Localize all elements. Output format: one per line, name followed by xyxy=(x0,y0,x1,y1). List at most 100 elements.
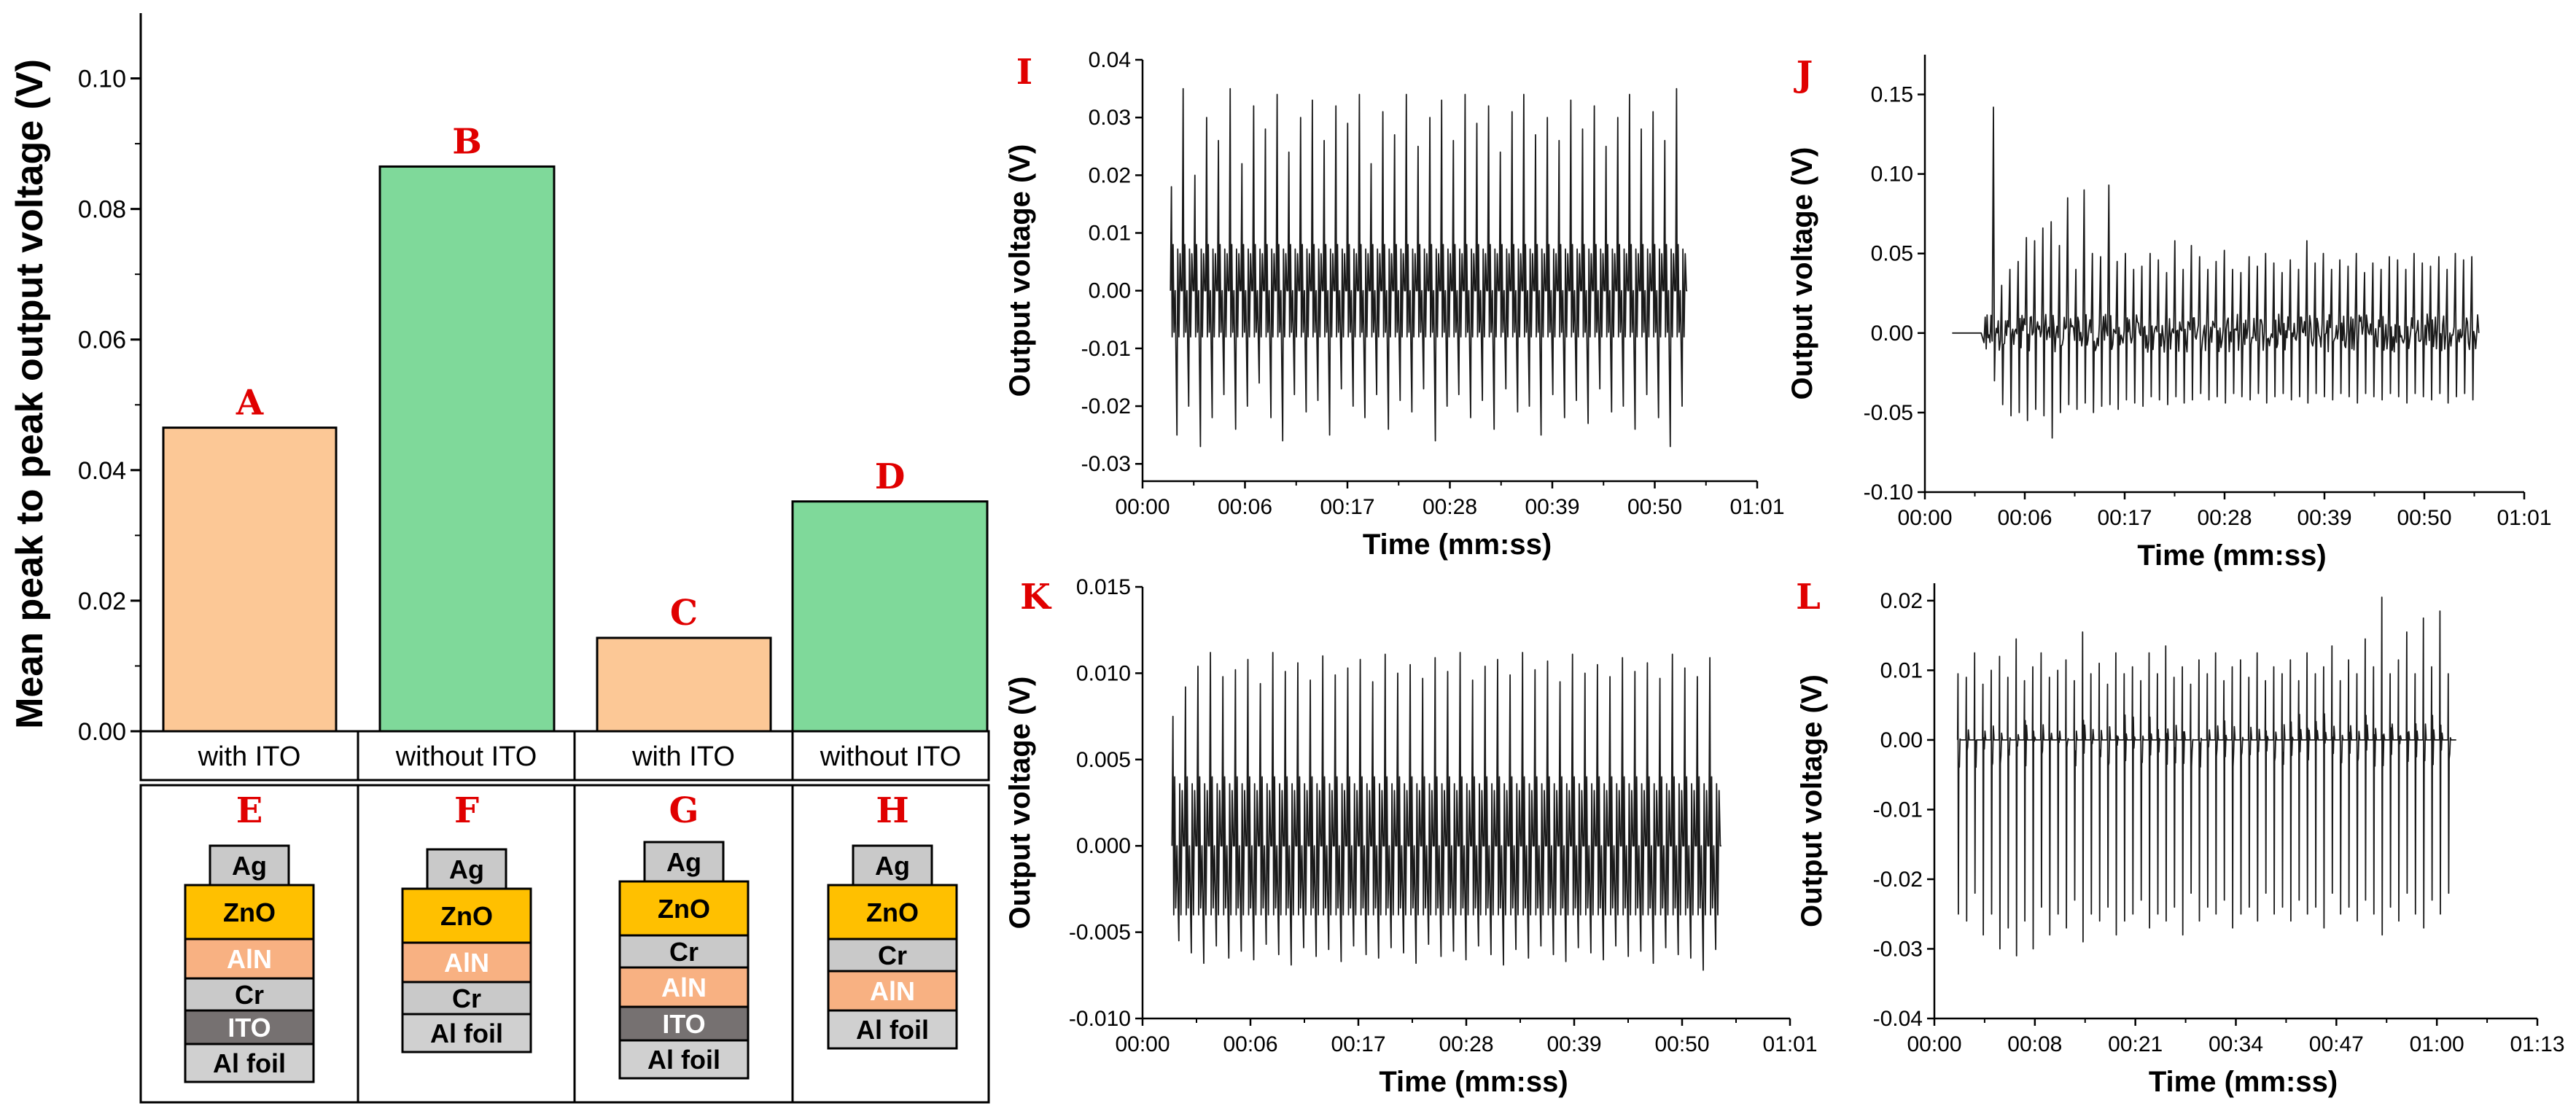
x-tick-label: 00:34 xyxy=(2209,1032,2263,1056)
x-tick-label: 00:39 xyxy=(1525,495,1579,519)
category-label: with ITO xyxy=(198,741,301,772)
bar-letter-c: C xyxy=(670,593,698,634)
y-tick-label: 0.000 xyxy=(1076,834,1131,858)
layer-label: Al foil xyxy=(213,1048,286,1078)
y-axis-label: Output voltage (V) xyxy=(1004,677,1036,930)
bar-y-tick-label: 0.10 xyxy=(78,66,126,93)
stack-letter-f: F xyxy=(454,790,479,831)
bar-y-tick-label: 0.08 xyxy=(78,196,126,224)
layer-zno xyxy=(184,884,315,940)
layer-label: Al foil xyxy=(647,1045,720,1075)
layer-zno xyxy=(401,887,532,944)
waveform-panel-k: -0.010 -0.005 0.000 0.005 0.010 0.015 00:00 00:… xyxy=(1004,575,1818,1098)
y-tick-label: 0.00 xyxy=(1089,279,1131,303)
x-tick-label: 00:06 xyxy=(1218,495,1272,519)
x-tick-label: 00:06 xyxy=(1997,506,2052,530)
layer-label: ZnO xyxy=(866,897,919,927)
layer-cr xyxy=(827,938,958,973)
layer-label: Ag xyxy=(666,847,701,877)
x-tick-label: 00:39 xyxy=(1546,1032,1601,1056)
y-tick-label: -0.03 xyxy=(1873,937,1923,961)
x-tick-label: 00:50 xyxy=(1654,1032,1709,1056)
waveform-panel-l: -0.04 -0.03 -0.02 -0.01 0.00 0.01 0.02 00:00 00:… xyxy=(1796,577,2565,1098)
layer-aln xyxy=(618,966,750,1008)
x-tick-label: 01:13 xyxy=(2510,1032,2564,1056)
waveform-panel-i: -0.03 -0.02 -0.01 0.00 0.01 0.02 0.03 0.04 00:00… xyxy=(1004,48,1785,561)
y-tick-label: 0.15 xyxy=(1871,83,1913,107)
layer-label: AlN xyxy=(870,976,915,1006)
category-label: without ITO xyxy=(395,741,537,772)
x-tick-label: 00:50 xyxy=(2397,506,2451,530)
layer-label: ZnO xyxy=(658,894,710,924)
x-tick-label: 01:00 xyxy=(2410,1032,2464,1056)
x-tick-label: 00:17 xyxy=(2097,506,2152,530)
bar-y-tick-label: 0.02 xyxy=(78,588,126,615)
x-tick-label: 01:01 xyxy=(2497,506,2551,530)
x-tick-label: 00:00 xyxy=(1115,495,1170,519)
y-tick-label: 0.10 xyxy=(1871,163,1913,187)
x-tick-label: 00:17 xyxy=(1320,495,1374,519)
y-tick-label: 0.010 xyxy=(1076,661,1131,685)
y-axis-label: Output voltage (V) xyxy=(1796,674,1828,927)
panel-letter-j: J xyxy=(1794,54,1813,95)
x-tick-label: 01:01 xyxy=(1762,1032,1817,1056)
layer-cr xyxy=(618,934,750,969)
layer-label: AlN xyxy=(227,944,272,974)
y-axis-label: Output voltage (V) xyxy=(1004,144,1036,397)
bar-c xyxy=(596,636,772,733)
x-axis-label: Time (mm:ss) xyxy=(2137,540,2326,572)
bar-chart: 0.00 0.02 0.04 0.06 0.08 0.10 Mean peak to pea… xyxy=(9,13,990,782)
bar-letter-b: B xyxy=(452,121,482,162)
layer-al-foil xyxy=(618,1039,750,1080)
layer-label: Al foil xyxy=(430,1018,503,1048)
bar-y-tick-label: 0.00 xyxy=(78,718,126,746)
x-tick-label: 00:47 xyxy=(2309,1032,2364,1056)
bar-letter-d: D xyxy=(875,456,906,497)
panel-letter-i: I xyxy=(1016,52,1032,93)
layer-al-foil xyxy=(401,1013,532,1053)
layer-label: Ag xyxy=(875,851,910,881)
panel-letter-k: K xyxy=(1020,577,1052,618)
y-tick-label: -0.02 xyxy=(1081,394,1131,418)
bar-letter-a: A xyxy=(236,383,264,424)
stack-table-border xyxy=(139,784,990,1104)
bar-b xyxy=(378,165,556,733)
y-tick-label: -0.02 xyxy=(1873,868,1923,892)
x-tick-label: 00:06 xyxy=(1223,1032,1277,1056)
y-tick-label: 0.00 xyxy=(1880,728,1923,752)
bar-y-tick-label: 0.06 xyxy=(78,327,126,354)
y-tick-label: 0.01 xyxy=(1089,222,1131,246)
y-tick-label: 0.04 xyxy=(1089,48,1131,72)
layer-al-foil xyxy=(184,1043,315,1083)
layer-label: Al foil xyxy=(856,1015,929,1045)
layer-al-foil xyxy=(827,1009,958,1050)
layer-ag xyxy=(852,844,933,887)
stack-letter-h: H xyxy=(876,790,908,831)
layer-ag xyxy=(426,848,507,890)
bar-y-tick-label: 0.04 xyxy=(78,457,126,485)
waveform-panel-j: -0.10 -0.05 0.00 0.05 0.10 0.15 00:00 00:06 00:1… xyxy=(1786,54,2552,572)
layer-aln xyxy=(827,970,958,1012)
x-tick-label: 00:28 xyxy=(1423,495,1477,519)
x-axis-label: Time (mm:ss) xyxy=(1379,1066,1568,1098)
layer-label: Cr xyxy=(235,980,264,1010)
stack-letter-e: E xyxy=(236,790,263,831)
x-tick-label: 00:08 xyxy=(2007,1032,2062,1056)
y-tick-label: -0.005 xyxy=(1069,921,1131,945)
x-tick-label: 00:17 xyxy=(1331,1032,1385,1056)
y-tick-label: -0.03 xyxy=(1081,452,1131,476)
category-row xyxy=(139,730,990,782)
x-tick-label: 01:01 xyxy=(1729,495,1784,519)
y-tick-label: -0.01 xyxy=(1873,798,1923,822)
layer-label: Ag xyxy=(449,854,484,884)
layer-label: Cr xyxy=(669,937,699,967)
x-tick-label: 00:21 xyxy=(2108,1032,2163,1056)
y-tick-label: -0.010 xyxy=(1069,1007,1131,1031)
stack-letter-g: G xyxy=(669,790,699,831)
y-tick-label: 0.02 xyxy=(1880,589,1923,613)
layer-label: Cr xyxy=(878,940,907,970)
y-tick-label: 0.005 xyxy=(1076,748,1131,772)
x-tick-label: 00:28 xyxy=(1439,1032,1493,1056)
